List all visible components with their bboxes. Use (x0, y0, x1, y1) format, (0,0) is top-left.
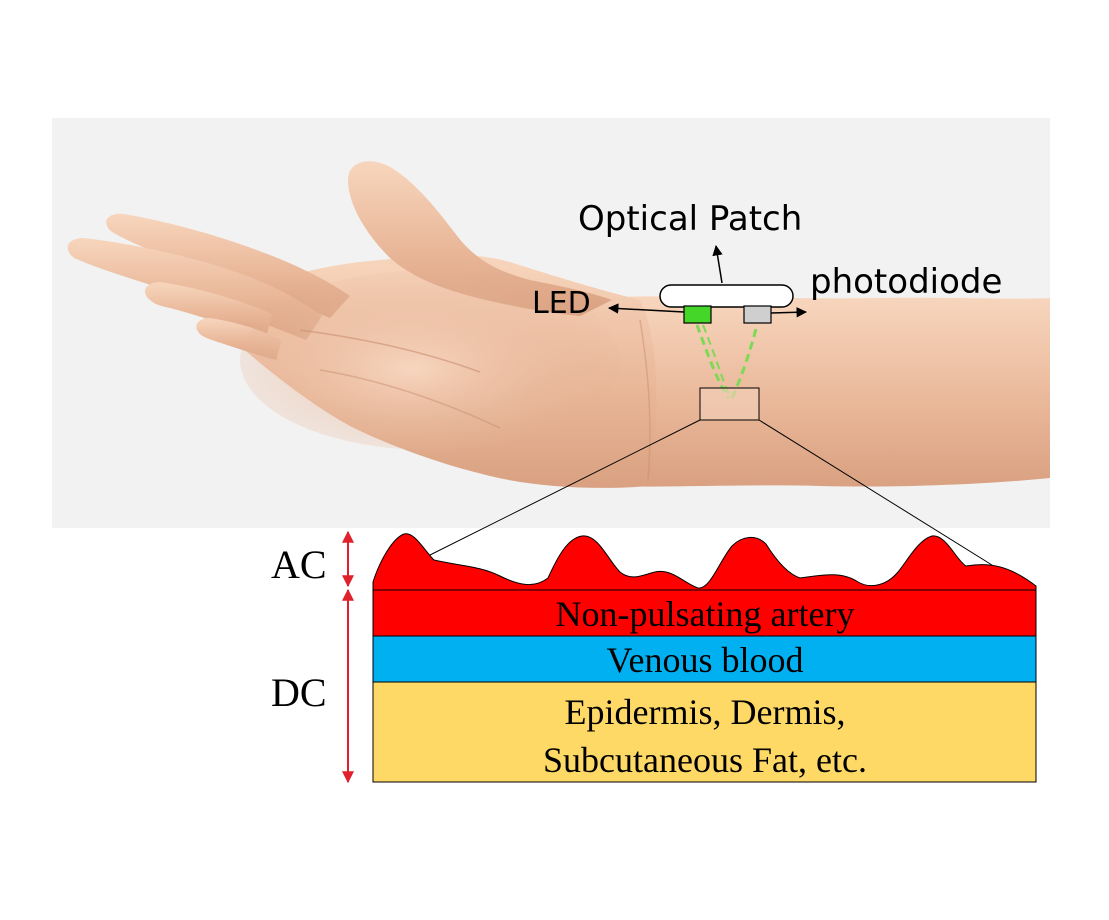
forearm-shape (560, 296, 1050, 487)
palm-shading (240, 270, 620, 450)
tissue-layer-label-line1: Epidermis, Dermis, (565, 692, 846, 732)
led-label: LED (532, 286, 591, 321)
optical-patch-label: Optical Patch (578, 199, 802, 239)
index-finger-shape (106, 213, 350, 318)
dc-label: DC (271, 670, 327, 715)
tissue-layer-label-line2: Subcutaneous Fat, etc. (543, 740, 867, 780)
optical-patch-arrow (712, 244, 723, 284)
palm-crease-line (299, 329, 481, 373)
tissue-layers: Non-pulsating artery Venous blood Epider… (372, 533, 1037, 783)
wrist-crease-line (639, 319, 651, 481)
artery-layer-label: Non-pulsating artery (556, 594, 855, 634)
ring-finger-shape (145, 282, 272, 338)
sample-region-box (699, 387, 760, 421)
tissue-layer (372, 681, 1037, 783)
optical-patch (427, 284, 1001, 571)
photodiode-element (743, 305, 772, 324)
photodiode-arrow (770, 307, 808, 318)
thumb-shape (348, 161, 612, 316)
venous-blood-layer (372, 635, 1037, 683)
palm-crease-line (319, 369, 501, 429)
photodiode-label: photodiode (810, 262, 1002, 302)
pulsatile-arterial-layer (372, 533, 1037, 591)
hand-illustration (67, 161, 1050, 488)
zoom-line (427, 419, 701, 557)
venous-layer-label: Venous blood (607, 640, 804, 680)
zoom-line (758, 419, 1001, 571)
non-pulsating-artery-layer (372, 589, 1037, 637)
optical-patch-body (659, 284, 794, 308)
led-element (683, 305, 712, 324)
led-arrow (607, 303, 685, 314)
ac-label: AC (271, 542, 327, 587)
